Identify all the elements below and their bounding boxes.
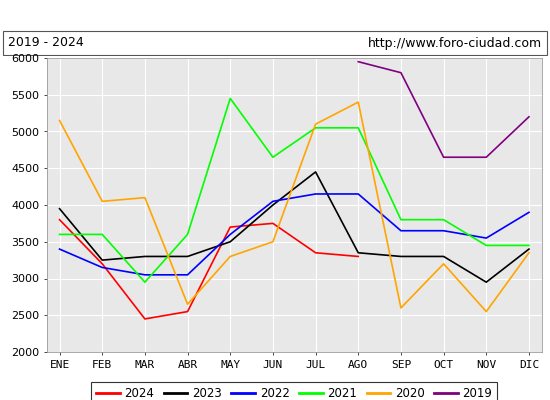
- Legend: 2024, 2023, 2022, 2021, 2020, 2019: 2024, 2023, 2022, 2021, 2020, 2019: [91, 382, 497, 400]
- Text: 2019 - 2024: 2019 - 2024: [8, 36, 84, 50]
- Text: Evolucion Nº Turistas Nacionales en el municipio de Ugena: Evolucion Nº Turistas Nacionales en el m…: [50, 8, 500, 22]
- Text: http://www.foro-ciudad.com: http://www.foro-ciudad.com: [367, 36, 542, 50]
